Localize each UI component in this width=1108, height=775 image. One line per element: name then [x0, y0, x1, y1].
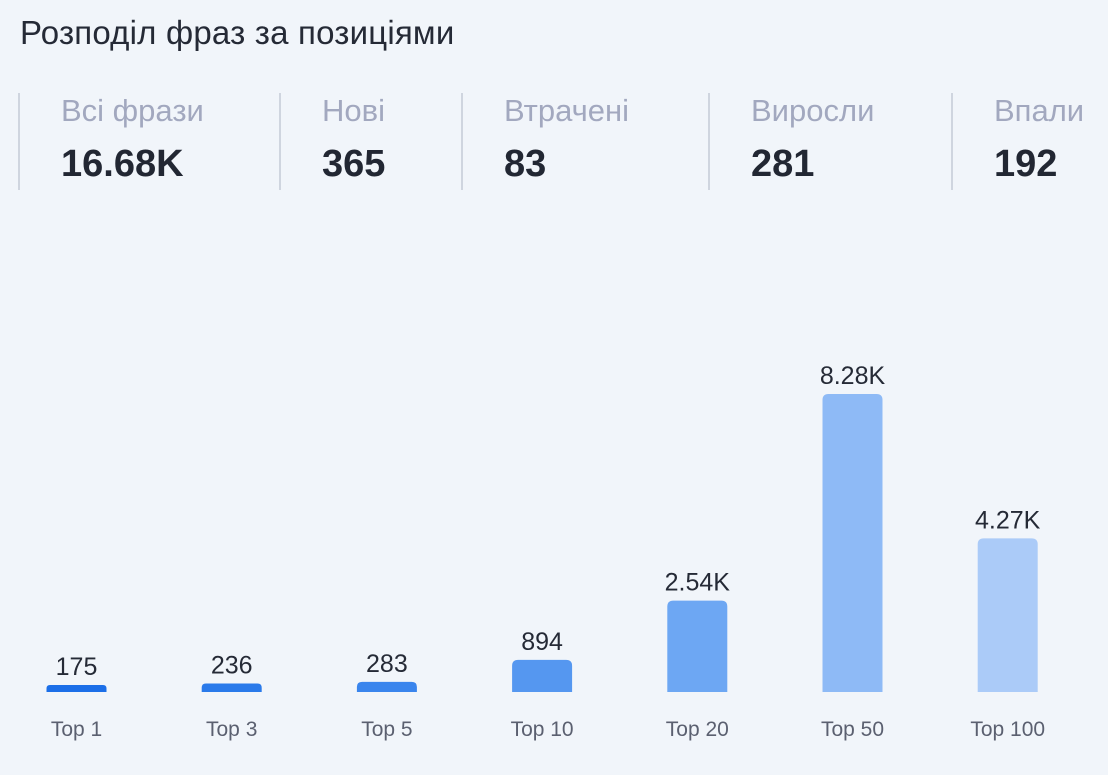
stat-all-phrases[interactable]: Всі фрази 16.68K	[18, 93, 279, 190]
data-label: 283	[366, 650, 408, 678]
bar-top-3[interactable]	[201, 683, 262, 692]
stat-label: Всі фрази	[61, 93, 204, 128]
data-label: 894	[521, 628, 563, 656]
x-tick-label: Top 20	[666, 718, 729, 741]
stat-label: Втрачені	[504, 93, 630, 128]
stat-value: 365	[322, 143, 386, 185]
stat-value: 192	[994, 143, 1058, 185]
stat-label: Впали	[994, 93, 1085, 128]
stat-label: Нові	[322, 93, 385, 128]
x-tick-label: Top 5	[361, 718, 412, 741]
data-label: 175	[56, 653, 98, 681]
data-label: 8.28K	[820, 362, 886, 390]
x-tick-label: Top 1	[51, 718, 102, 741]
stat-label: Виросли	[751, 93, 875, 128]
page-title: Розподіл фраз за позиціями	[20, 14, 455, 51]
bar-top-50[interactable]	[822, 394, 883, 692]
stat-value: 83	[504, 143, 547, 185]
bar-top-5[interactable]	[356, 681, 417, 692]
bar-top-10[interactable]	[512, 659, 573, 692]
bar-top-20[interactable]	[667, 600, 728, 692]
stat-new[interactable]: Нові 365	[279, 93, 461, 190]
stat-value: 16.68K	[61, 143, 184, 185]
stat-grew[interactable]: Виросли 281	[708, 93, 951, 190]
data-label: 2.54K	[665, 569, 731, 597]
x-tick-label: Top 10	[511, 718, 574, 741]
stat-lost[interactable]: Втрачені 83	[461, 93, 708, 190]
data-label: 4.27K	[975, 506, 1041, 534]
x-tick-label: Top 50	[821, 718, 884, 741]
bar-top-100[interactable]	[977, 538, 1038, 692]
x-tick-label: Top 100	[970, 718, 1045, 741]
bar-top-1[interactable]	[46, 685, 107, 692]
stat-fell[interactable]: Впали 192	[951, 93, 1108, 190]
x-tick-label: Top 3	[206, 718, 257, 741]
stats-row: Всі фрази 16.68K Нові 365 Втрачені 83 Ви…	[18, 93, 1108, 190]
stat-value: 281	[751, 143, 815, 185]
data-label: 236	[211, 652, 253, 680]
